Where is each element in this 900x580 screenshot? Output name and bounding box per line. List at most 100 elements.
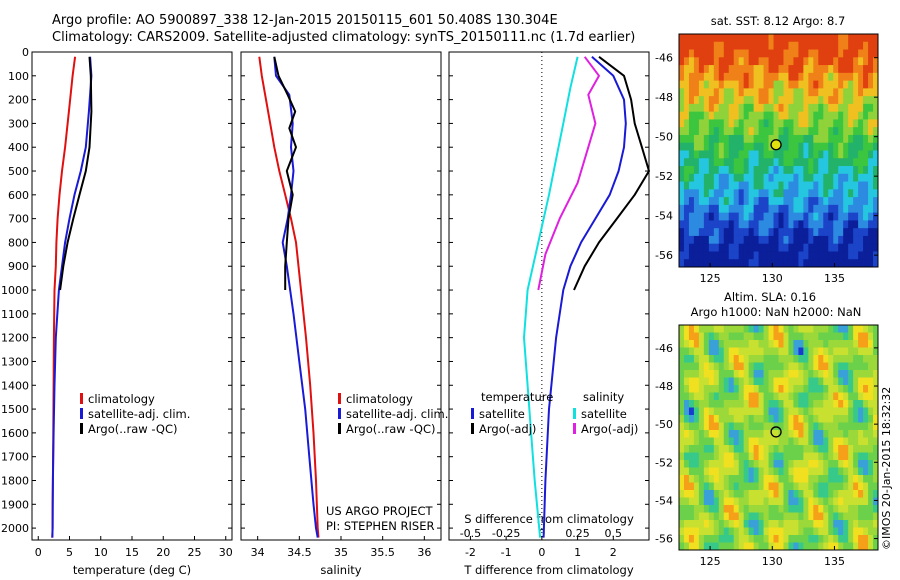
map-cell <box>713 173 720 182</box>
map-cell <box>838 325 844 333</box>
map-cell <box>768 41 774 50</box>
map-cell <box>843 150 849 159</box>
map-cell <box>788 173 794 182</box>
map-cell <box>858 181 864 190</box>
map-cell <box>778 467 784 476</box>
map-cell <box>813 119 819 128</box>
map-cell <box>803 467 809 476</box>
x-tick-label-top: -0.25 <box>492 527 520 540</box>
map-cell <box>753 204 759 214</box>
map-cell <box>753 355 759 363</box>
map-cell <box>708 497 715 506</box>
map-cell <box>743 235 750 245</box>
map-cell <box>743 150 750 159</box>
map-cell <box>808 415 814 423</box>
map-cell <box>748 422 755 431</box>
map-cell <box>863 475 869 483</box>
map-cell <box>813 204 819 214</box>
map-cell <box>718 460 725 468</box>
map-cell <box>763 520 769 528</box>
map-cell <box>743 452 750 461</box>
map-cell <box>858 142 864 151</box>
map-cell <box>803 235 809 245</box>
map-cell <box>738 340 745 348</box>
map-cell <box>778 220 784 229</box>
map-cell <box>733 377 740 386</box>
map-cell <box>833 127 839 136</box>
map-cell <box>698 355 705 363</box>
map-cell <box>848 362 854 371</box>
map-cell <box>763 166 769 175</box>
map-cell <box>703 150 710 159</box>
map-cell <box>708 437 715 446</box>
map-cell <box>813 452 819 461</box>
map-cell <box>753 243 759 252</box>
map-cell <box>688 80 695 89</box>
map-cell <box>773 204 779 214</box>
map-cell <box>758 150 764 159</box>
map-cell <box>838 72 844 81</box>
map-cell <box>798 166 804 175</box>
map-cell <box>768 542 774 550</box>
map-cell <box>718 355 725 363</box>
map-cell <box>838 103 844 113</box>
map-cell <box>868 535 874 543</box>
sst-map-title: sat. SST: 8.12 Argo: 8.7 <box>711 14 846 28</box>
map-cell <box>768 80 774 89</box>
map-cell <box>718 150 725 159</box>
map-cell <box>728 467 735 476</box>
map-cell <box>873 243 878 252</box>
map-cell <box>688 392 695 401</box>
map-cell <box>698 166 705 175</box>
map-cell <box>698 72 705 81</box>
map-cell <box>823 41 829 50</box>
map-cell <box>698 467 705 476</box>
map-cell <box>803 325 809 333</box>
map-cell <box>703 407 710 416</box>
map-cell <box>679 72 685 81</box>
map-cell <box>743 535 750 543</box>
map-cell <box>848 41 854 50</box>
map-cell <box>848 355 854 363</box>
map-cell <box>743 370 750 378</box>
map-cell <box>713 127 720 136</box>
map-y-tick-label: -54 <box>655 210 673 223</box>
map-cell <box>708 355 715 363</box>
annotation-pi: PI: STEPHEN RISER <box>326 519 435 533</box>
map-cell <box>768 49 774 58</box>
map-cell <box>758 228 764 237</box>
y-tick-label: 0 <box>22 46 29 59</box>
map-cell <box>813 88 819 97</box>
map-cell <box>868 72 874 81</box>
map-cell <box>823 355 829 363</box>
map-cell <box>783 150 789 159</box>
map-cell <box>788 370 794 378</box>
map-cell <box>688 430 695 438</box>
map-cell <box>868 467 874 476</box>
map-cell <box>858 437 864 446</box>
legend-swatch-black <box>338 423 341 434</box>
map-cell <box>778 460 784 468</box>
map-cell <box>853 452 859 461</box>
map-cell <box>813 127 819 136</box>
map-cell <box>753 505 759 513</box>
map-cell <box>743 134 750 144</box>
map-cell <box>858 377 864 386</box>
map-cell <box>863 392 869 401</box>
map-cell <box>743 72 750 81</box>
map-cell <box>868 512 874 521</box>
map-cell <box>823 520 829 528</box>
map-cell <box>708 212 715 221</box>
map-cell <box>788 460 794 468</box>
map-cell <box>728 347 735 356</box>
map-cell <box>843 415 849 423</box>
map-frame <box>678 324 879 551</box>
map-cell <box>813 65 819 74</box>
map-cell <box>713 445 720 453</box>
map-cell <box>843 542 849 550</box>
map-cell <box>708 475 715 483</box>
map-cell <box>803 332 809 341</box>
y-tick-label: 1500 <box>1 403 29 416</box>
map-cell <box>803 347 809 356</box>
map-cell <box>743 355 750 363</box>
